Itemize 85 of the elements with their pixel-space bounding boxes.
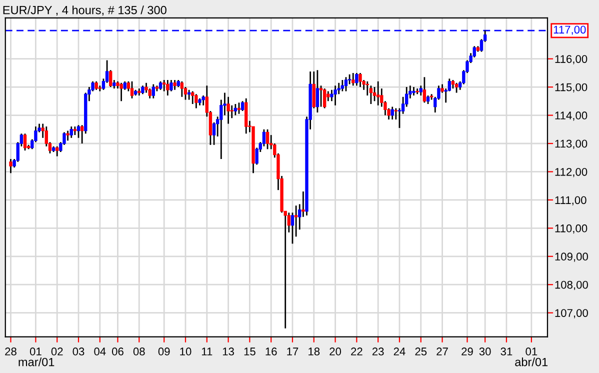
x-tick-label: 30 — [479, 348, 491, 356]
y-tick-label: 110,00 — [555, 224, 588, 234]
candlestick — [173, 79, 176, 91]
candlestick — [312, 70, 316, 109]
candlestick — [316, 69, 320, 114]
candlestick — [202, 94, 205, 106]
candlestick — [234, 103, 238, 116]
text: mar/01 — [18, 358, 54, 366]
x-tick-label: 01 — [30, 348, 42, 356]
x-tick-label: 02 — [51, 348, 63, 356]
x-tick-label: 29 — [462, 348, 473, 356]
x-tick-label: 20 — [330, 348, 342, 356]
candlestick — [422, 76, 426, 104]
candlestick — [130, 80, 134, 100]
x-tick-label: 23 — [372, 348, 384, 356]
candlestick — [355, 72, 358, 86]
y-tick-label: 115,00 — [555, 83, 588, 92]
x-tick-label: 16 — [266, 348, 277, 356]
candlestick — [334, 84, 337, 106]
candlestick — [394, 108, 398, 120]
y-tick-label: 112,00 — [555, 168, 588, 178]
x-tick-label: 04 — [94, 348, 106, 356]
ref-line-label: 117,00 — [554, 26, 586, 35]
candlestick — [80, 124, 84, 144]
candlestick — [166, 79, 170, 96]
candlestick — [191, 90, 194, 105]
x-tick-label: 22 — [351, 348, 362, 356]
candlestick — [322, 88, 326, 109]
candlestick — [23, 132, 27, 152]
candlestick — [340, 79, 344, 92]
candlestick — [230, 104, 234, 119]
candlestick — [319, 84, 323, 108]
x-tick-label: 13 — [222, 348, 234, 356]
candlestick — [66, 130, 70, 142]
x-tick-label: 24 — [394, 348, 406, 356]
x-tick-label: 08 — [133, 348, 145, 356]
x-tick-label: 10 — [180, 348, 192, 356]
candlestick — [266, 128, 270, 150]
candlestick — [352, 72, 355, 86]
x-tick-label: 17 — [287, 348, 298, 356]
candlestick — [162, 79, 166, 92]
y-tick-label: 114,00 — [555, 112, 588, 121]
candlestick — [70, 126, 73, 139]
candlestick — [330, 89, 334, 102]
candlestick — [152, 84, 155, 100]
x-tick-label: 01 — [526, 348, 538, 356]
x-tick-label: 27 — [436, 348, 448, 356]
x-tick-label: 03 — [72, 348, 84, 356]
y-tick-label: 111,00 — [555, 196, 586, 206]
text: abr/01 — [515, 358, 548, 366]
candlestick — [120, 82, 123, 102]
candlestick — [240, 100, 244, 112]
candlestick — [244, 98, 248, 134]
candlestick — [344, 76, 348, 92]
chart-title: EUR/JPY , 4 hours, # 135 / 300 — [3, 6, 166, 16]
candlestick — [226, 96, 230, 124]
x-tick-label: 28 — [5, 348, 16, 356]
x-tick-label: 31 — [500, 348, 512, 356]
x-tick-label: 18 — [308, 348, 320, 356]
x-tick-label: 15 — [244, 348, 256, 356]
y-tick-label: 109,00 — [555, 252, 588, 262]
x-tick-label: 09 — [158, 348, 170, 356]
y-tick-label: 107,00 — [555, 309, 588, 318]
candlestick — [194, 93, 198, 109]
candlestick — [390, 106, 394, 120]
candlestick — [76, 124, 80, 139]
candlestick — [237, 102, 241, 115]
candlestick — [398, 108, 402, 129]
candlestick — [376, 80, 380, 106]
candlestick — [187, 89, 191, 100]
y-tick-label: 116,00 — [555, 55, 588, 64]
candlestick — [358, 72, 362, 88]
candlestick — [56, 146, 59, 157]
candlestick — [302, 190, 305, 218]
x-tick-label: 06 — [112, 348, 124, 356]
candlestick — [170, 79, 173, 92]
y-tick-label: 108,00 — [555, 280, 588, 290]
x-tick-label: 25 — [415, 348, 427, 356]
candlestick — [369, 84, 373, 105]
candlestick — [454, 82, 458, 94]
x-tick-label: 11 — [202, 348, 212, 356]
candlestick — [9, 158, 12, 174]
candlestick — [180, 80, 184, 98]
candlestick — [294, 204, 298, 238]
y-tick-label: 113,00 — [555, 140, 588, 149]
